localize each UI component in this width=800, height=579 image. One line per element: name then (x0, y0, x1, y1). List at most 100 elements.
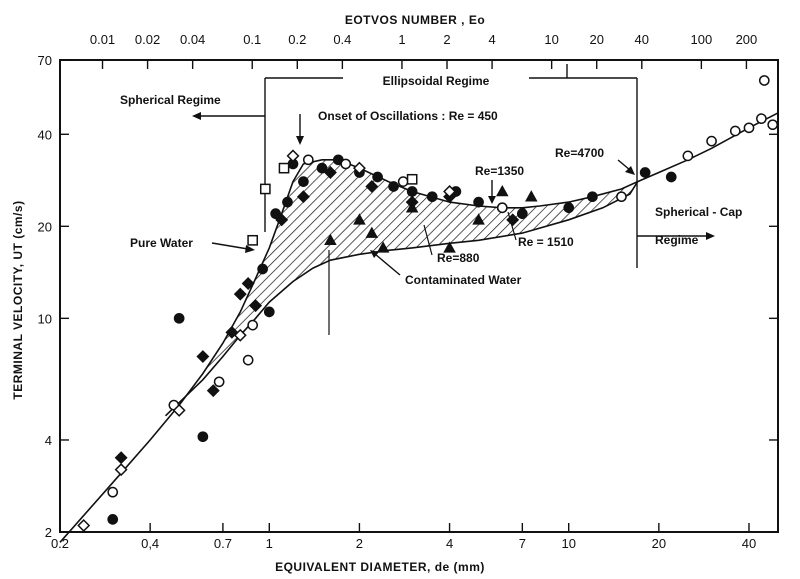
open-diamond-point (233, 328, 247, 342)
filled-triangle-point (353, 213, 366, 225)
x-tick-label: 0.7 (214, 536, 232, 551)
filled-triangle-point (324, 233, 337, 246)
filled-circle-point (270, 208, 281, 220)
spherical-cap-arrowhead (706, 232, 715, 240)
open-diamond-point (77, 519, 91, 532)
onset-label: Onset of Oscillations : Re = 450 (318, 109, 498, 123)
open-circle-point (616, 191, 627, 203)
x-tick-label: 2 (356, 536, 363, 551)
contaminated-label: Contaminated Water (405, 273, 522, 287)
filled-circle-point (257, 263, 268, 275)
spherical-cap-label-2: Regime (655, 233, 699, 247)
filled-circle-point (282, 196, 293, 208)
open-diamond-point (114, 463, 128, 477)
filled-triangle-point (376, 241, 390, 253)
filled-diamond-point (296, 190, 310, 204)
filled-circle-point (516, 208, 528, 220)
x-tick-label: 10 (561, 536, 575, 551)
pure-water-arrow (211, 242, 249, 250)
filled-diamond-point (206, 384, 220, 398)
filled-circle-point (406, 186, 418, 197)
filled-diamond-point (241, 277, 255, 290)
y-tick-label: 4 (45, 433, 52, 448)
filled-diamond-point (114, 451, 128, 465)
re1350-arrowhead (488, 196, 496, 204)
re880-label: Re=880 (437, 251, 480, 265)
filled-circle-point (263, 306, 275, 318)
onset-arrowhead (296, 136, 304, 145)
spherical-regime-label: Spherical Regime (120, 93, 221, 107)
open-circle-point (706, 135, 717, 147)
open-diamond-point (172, 403, 186, 417)
filled-circle-point (665, 171, 677, 183)
filled-circle-point (587, 191, 598, 203)
filled-circle-point (298, 176, 309, 187)
re1510-label: Re = 1510 (518, 235, 574, 249)
filled-circle-point (107, 513, 119, 525)
x-tick-label: 7 (519, 536, 526, 551)
x2-tick-label: 4 (488, 32, 495, 47)
open-diamond-point (443, 185, 457, 198)
pure-water-label: Pure Water (130, 236, 193, 250)
re880-line (423, 224, 433, 256)
filled-diamond-point (365, 180, 379, 193)
filled-circle-point (197, 431, 209, 443)
filled-diamond-point (196, 350, 210, 363)
open-circle-point (397, 176, 409, 187)
x-tick-label: 40 (742, 536, 756, 551)
y-tick-label: 70 (38, 53, 52, 68)
filled-diamond-point (506, 213, 520, 227)
filled-diamond-point (249, 299, 263, 313)
open-square-point (278, 162, 290, 174)
filled-circle-point (563, 202, 575, 214)
open-circle-point (213, 376, 225, 388)
x-axis-title: EQUIVALENT DIAMETER, de (mm) (275, 560, 485, 574)
x2-tick-label: 10 (544, 32, 558, 47)
filled-circle-point (173, 312, 185, 324)
x2-tick-label: 40 (635, 32, 649, 47)
y-axis-title: TERMINAL VELOCITY, UT (cm/s) (11, 200, 25, 399)
x2-tick-label: 0.04 (180, 32, 205, 47)
open-diamond-point (352, 161, 366, 175)
ellipsoidal-label-bg (343, 72, 529, 88)
hatched-region (165, 159, 638, 416)
contaminated-water-curve (164, 181, 639, 417)
filled-triangle-point (496, 184, 509, 197)
x-tick-label: 4 (446, 536, 453, 551)
re4700-arrowhead (625, 166, 635, 175)
x2-tick-label: 0.01 (90, 32, 115, 47)
x2-tick-label: 20 (589, 32, 603, 47)
filled-circle-point (473, 196, 484, 208)
re4700-label: Re=4700 (555, 146, 604, 160)
x2-tick-label: 2 (443, 32, 450, 47)
pure-water-arrowhead (245, 245, 255, 253)
spherical-cap-label: Spherical - Cap (655, 205, 742, 219)
re1350-label: Re=1350 (475, 164, 524, 178)
open-square-point (259, 183, 271, 195)
filled-circle-point (388, 181, 399, 192)
contaminated-arrowhead (370, 250, 379, 258)
open-circle-point (496, 202, 508, 214)
x2-tick-label: 0.4 (333, 32, 351, 47)
y-tick-label: 40 (38, 127, 52, 142)
open-circle-point (107, 486, 119, 498)
x2-axis-title: EOTVOS NUMBER , Eo (345, 13, 485, 27)
x2-tick-label: 0.1 (243, 32, 261, 47)
filled-diamond-point (323, 166, 337, 179)
re1510-line (507, 211, 517, 241)
contaminated-arrow (374, 253, 401, 276)
open-square-point (406, 173, 418, 185)
filled-triangle-point (443, 241, 456, 253)
open-circle-point (758, 75, 770, 86)
open-circle-point (756, 113, 767, 125)
x-tick-label: 1 (266, 536, 273, 551)
x-tick-label: 20 (652, 536, 666, 551)
x-tick-label: 0.2 (51, 536, 69, 551)
plot-frame (59, 59, 779, 533)
filled-diamond-point (275, 213, 289, 227)
x-tick-label: 0,4 (141, 536, 159, 551)
open-circle-point (743, 122, 755, 134)
y-tick-label: 2 (45, 525, 52, 540)
filled-circle-point (372, 171, 383, 183)
